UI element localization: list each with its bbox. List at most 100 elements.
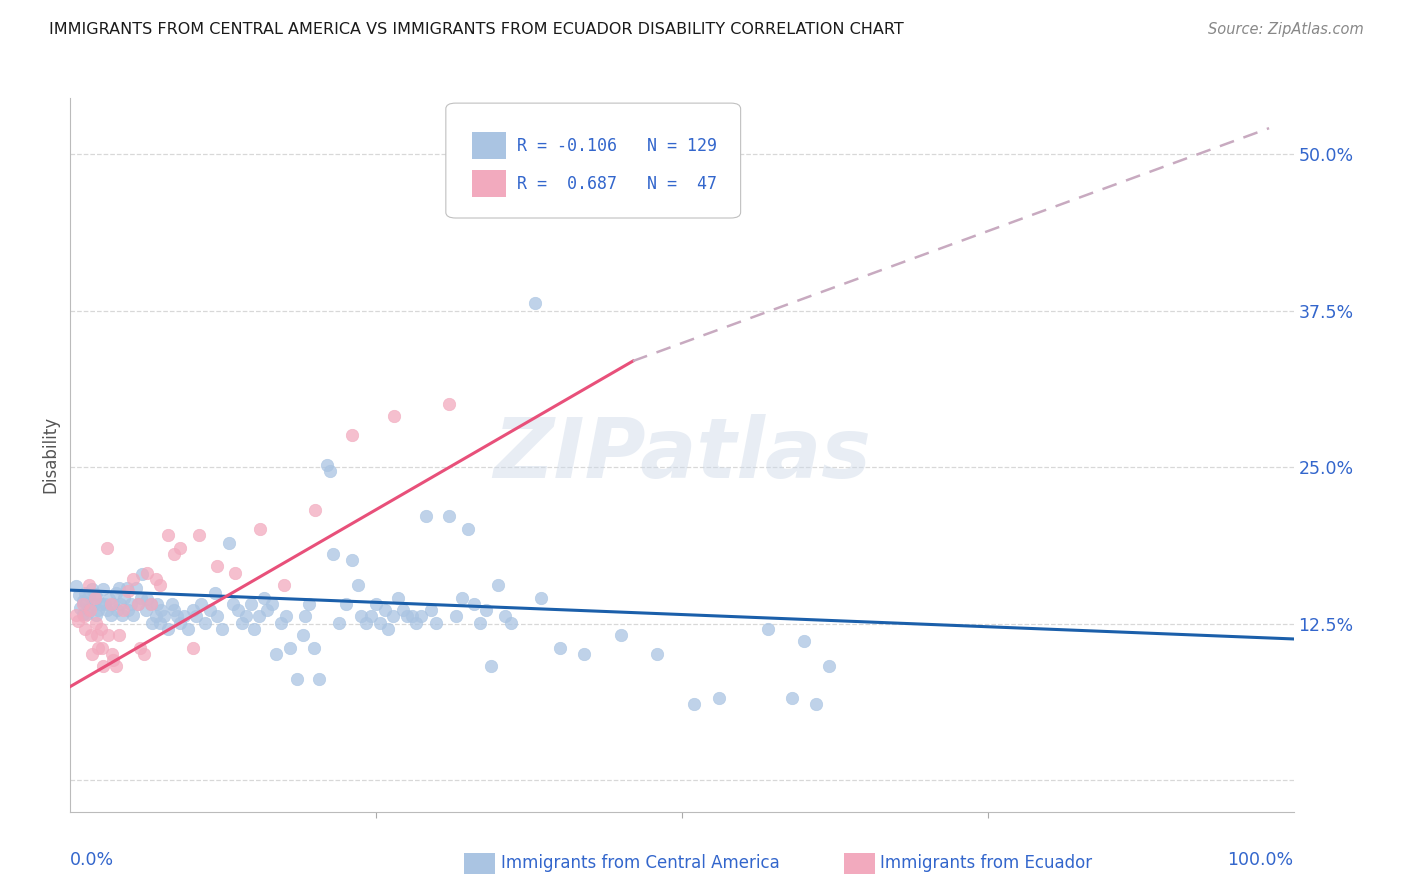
Text: Immigrants from Central America: Immigrants from Central America bbox=[501, 855, 779, 872]
Point bbox=[169, 541, 191, 555]
Point bbox=[121, 597, 143, 611]
Text: R =  0.687   N =  47: R = 0.687 N = 47 bbox=[517, 175, 717, 193]
Point bbox=[384, 409, 406, 423]
Point bbox=[111, 608, 134, 623]
Point bbox=[87, 640, 110, 655]
Text: R = -0.106   N = 129: R = -0.106 N = 129 bbox=[517, 137, 717, 155]
Point bbox=[72, 597, 94, 611]
Point bbox=[67, 588, 90, 602]
Point bbox=[780, 690, 803, 705]
Point bbox=[475, 603, 498, 617]
Point bbox=[247, 609, 270, 624]
Point bbox=[335, 597, 357, 611]
Point bbox=[205, 559, 228, 574]
Point bbox=[405, 615, 427, 630]
Point bbox=[377, 622, 399, 636]
Point bbox=[621, 121, 644, 136]
Point bbox=[135, 603, 157, 617]
Point bbox=[302, 640, 325, 655]
Point bbox=[360, 609, 382, 624]
Point bbox=[96, 603, 118, 617]
Point bbox=[66, 615, 89, 629]
Point bbox=[304, 503, 326, 517]
Point bbox=[141, 615, 163, 630]
Point bbox=[90, 622, 112, 636]
Point bbox=[226, 603, 249, 617]
Point bbox=[346, 578, 368, 592]
Point bbox=[145, 572, 167, 586]
Point bbox=[157, 528, 180, 542]
Point bbox=[463, 597, 485, 611]
Point bbox=[707, 690, 730, 705]
Point bbox=[468, 615, 491, 630]
Point bbox=[163, 547, 186, 561]
Point bbox=[222, 597, 245, 611]
Point bbox=[121, 572, 143, 586]
Point bbox=[270, 615, 292, 630]
Point bbox=[108, 628, 131, 642]
Point bbox=[117, 603, 139, 617]
Point bbox=[817, 659, 839, 673]
Point bbox=[80, 628, 103, 642]
Point bbox=[127, 597, 149, 611]
Text: ZIPatlas: ZIPatlas bbox=[494, 415, 870, 495]
Point bbox=[84, 608, 107, 623]
Point bbox=[132, 647, 155, 661]
Point bbox=[439, 396, 461, 410]
Point bbox=[139, 597, 162, 611]
Point bbox=[322, 547, 344, 561]
Point bbox=[149, 578, 172, 592]
Point bbox=[149, 615, 172, 630]
Bar bbox=[471, 132, 506, 160]
Point bbox=[190, 597, 212, 611]
Point bbox=[82, 647, 104, 661]
Point bbox=[97, 628, 120, 642]
Point bbox=[411, 609, 433, 624]
Point bbox=[84, 615, 107, 630]
Point bbox=[111, 603, 134, 617]
Point bbox=[105, 603, 128, 617]
Point bbox=[86, 628, 108, 642]
Point bbox=[211, 622, 233, 636]
Point bbox=[262, 597, 284, 611]
Point bbox=[205, 609, 228, 624]
Point bbox=[153, 609, 176, 624]
Point bbox=[186, 609, 208, 624]
Point bbox=[387, 591, 409, 605]
Point bbox=[647, 647, 669, 661]
Point bbox=[224, 566, 246, 580]
Point bbox=[136, 566, 159, 580]
Point bbox=[83, 587, 105, 601]
Point bbox=[243, 622, 266, 636]
Point bbox=[90, 597, 112, 611]
Bar bbox=[471, 170, 506, 197]
Point bbox=[169, 615, 191, 630]
Point bbox=[79, 603, 101, 617]
Point bbox=[91, 582, 114, 596]
Point bbox=[340, 428, 363, 442]
Text: 100.0%: 100.0% bbox=[1227, 851, 1294, 869]
Text: Immigrants from Ecuador: Immigrants from Ecuador bbox=[880, 855, 1092, 872]
Point bbox=[340, 553, 363, 567]
Point bbox=[149, 603, 172, 617]
Point bbox=[806, 697, 828, 711]
Point bbox=[91, 659, 114, 673]
Point bbox=[793, 634, 815, 648]
Point bbox=[488, 578, 510, 592]
Point bbox=[93, 597, 115, 611]
Point bbox=[366, 597, 388, 611]
Point bbox=[101, 653, 124, 667]
Point bbox=[395, 609, 418, 624]
Point bbox=[181, 640, 204, 655]
Point bbox=[374, 603, 396, 617]
Point bbox=[110, 597, 132, 611]
Point bbox=[285, 672, 308, 686]
Point bbox=[129, 591, 152, 605]
Point bbox=[235, 609, 257, 624]
Point bbox=[139, 597, 162, 611]
Point bbox=[77, 590, 100, 604]
Point bbox=[173, 609, 195, 624]
Point bbox=[127, 597, 149, 611]
Point bbox=[382, 609, 405, 624]
Point bbox=[479, 659, 502, 673]
